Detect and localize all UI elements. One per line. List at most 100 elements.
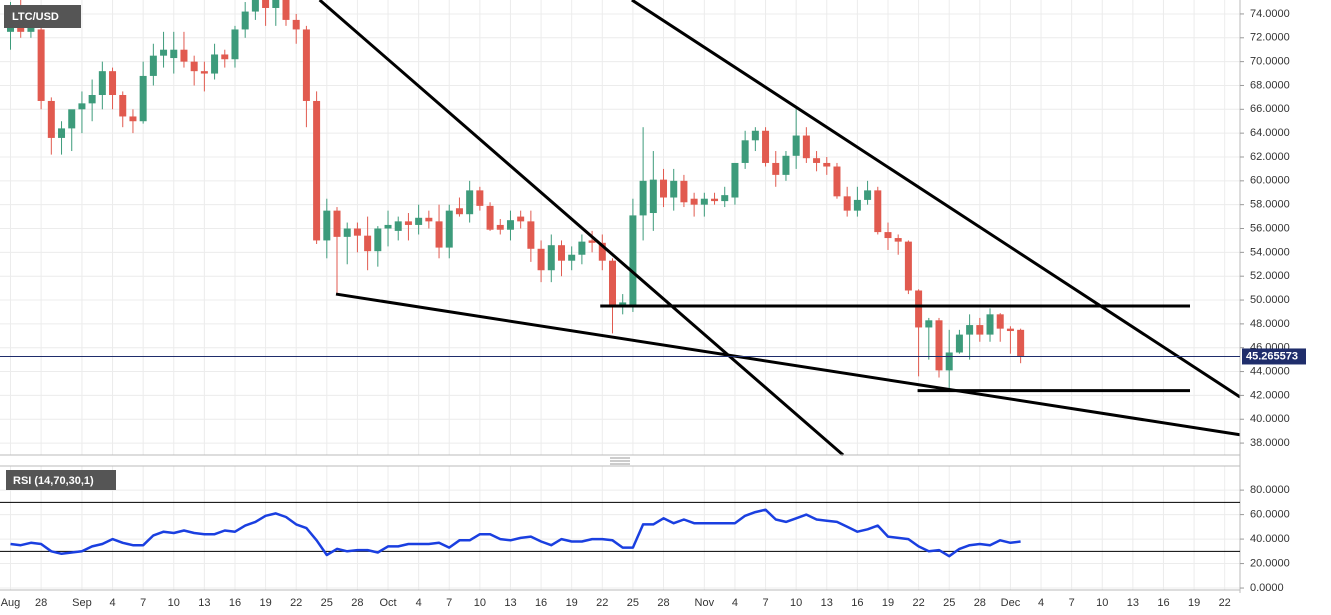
candle-body (78, 103, 86, 110)
candle-body (813, 158, 821, 163)
candle-body (425, 217, 433, 222)
candle-body (557, 245, 565, 261)
candle-body (904, 241, 912, 291)
candle-body (588, 240, 596, 243)
x-tick-label: 13 (198, 597, 210, 609)
y-tick-label: 64.0000 (1250, 127, 1290, 139)
candle-body (364, 235, 372, 252)
y-tick-label: 60.0000 (1250, 509, 1290, 521)
candle-body (374, 228, 382, 252)
candle-body (404, 221, 412, 225)
trendline (318, 0, 845, 457)
candle-body (680, 180, 688, 203)
candle-body (486, 205, 494, 230)
candle-body (639, 180, 647, 216)
candle-body (313, 100, 321, 241)
candle-body (415, 217, 423, 225)
candle-body (700, 198, 708, 205)
x-tick-label: 7 (140, 597, 146, 609)
pane-handle[interactable] (610, 457, 630, 465)
x-tick-label: 16 (229, 597, 241, 609)
indicator-title-box (6, 470, 116, 490)
candle-body (751, 130, 759, 141)
candle-body (660, 179, 668, 198)
candle-body (802, 135, 810, 159)
y-tick-label: 56.0000 (1250, 222, 1290, 234)
candle-body (945, 352, 953, 371)
x-tick-label: 4 (109, 597, 115, 609)
x-tick-label: 22 (596, 597, 608, 609)
candle-body (262, 0, 270, 8)
candle-body (609, 260, 617, 306)
x-tick-label: 10 (474, 597, 486, 609)
candle-body (833, 166, 841, 197)
candle-body (884, 232, 892, 239)
candle-body (47, 100, 55, 138)
x-tick-label: 10 (1096, 597, 1108, 609)
x-tick-label: 4 (1038, 597, 1044, 609)
x-tick-label: 22 (912, 597, 924, 609)
x-tick-label: 19 (882, 597, 894, 609)
trendline (335, 292, 1241, 437)
x-tick-label: 13 (504, 597, 516, 609)
candle-body (741, 140, 749, 163)
candle-body (517, 216, 525, 222)
candle-body (772, 162, 780, 175)
x-tick-label: 16 (1157, 597, 1169, 609)
x-tick-label: 7 (1069, 597, 1075, 609)
candle-body (496, 224, 504, 230)
candle-body (455, 208, 463, 215)
candle-body (476, 190, 484, 206)
trendline (631, 0, 1241, 399)
candle-body (935, 320, 943, 371)
x-tick-label: 28 (657, 597, 669, 609)
candle-body (323, 210, 331, 241)
last-price-box (1242, 348, 1306, 365)
candle-body (721, 195, 729, 202)
candle-body (343, 228, 351, 237)
y-tick-label: 0.0000 (1250, 582, 1284, 594)
candle-body (894, 238, 902, 242)
candle-body (149, 55, 157, 76)
x-tick-label: 28 (351, 597, 363, 609)
x-tick-label: 19 (259, 597, 271, 609)
x-tick-label: 13 (821, 597, 833, 609)
y-tick-label: 60.0000 (1250, 175, 1290, 187)
candle-body (568, 254, 576, 261)
candle-body (1017, 329, 1025, 357)
x-tick-label: 4 (416, 597, 422, 609)
candle-body (58, 128, 66, 138)
x-tick-label: 10 (790, 597, 802, 609)
candle-body (333, 210, 341, 237)
candle-body (384, 224, 392, 229)
title-box (4, 5, 81, 28)
y-tick-label: 68.0000 (1250, 79, 1290, 91)
candle-body (690, 198, 698, 205)
candle-body (598, 242, 606, 261)
candle-body (731, 162, 739, 198)
candle-body (394, 221, 402, 231)
candle-body (976, 325, 984, 335)
indicator-title: RSI (14,70,30,1) (13, 475, 94, 487)
x-tick-label: 28 (35, 597, 47, 609)
candle-body (1006, 328, 1014, 332)
candle-body (98, 71, 106, 96)
x-tick-label: Sep (72, 597, 92, 609)
x-tick-label: Aug (1, 597, 21, 609)
x-tick-label: 22 (290, 597, 302, 609)
grid (0, 0, 1240, 590)
y-tick-label: 62.0000 (1250, 151, 1290, 163)
x-tick-label: 7 (446, 597, 452, 609)
candle-body (37, 29, 45, 101)
x-tick-label: 4 (732, 597, 738, 609)
x-tick-label: 22 (1219, 597, 1231, 609)
x-tick-label: Nov (695, 597, 715, 609)
candle-body (527, 221, 535, 249)
candle-body (864, 190, 872, 200)
y-tick-label: 80.0000 (1250, 484, 1290, 496)
y-tick-label: 44.0000 (1250, 365, 1290, 377)
candle-body (129, 116, 137, 122)
candle-body (874, 190, 882, 233)
x-tick-label: 19 (566, 597, 578, 609)
x-tick-label: Oct (379, 597, 396, 609)
